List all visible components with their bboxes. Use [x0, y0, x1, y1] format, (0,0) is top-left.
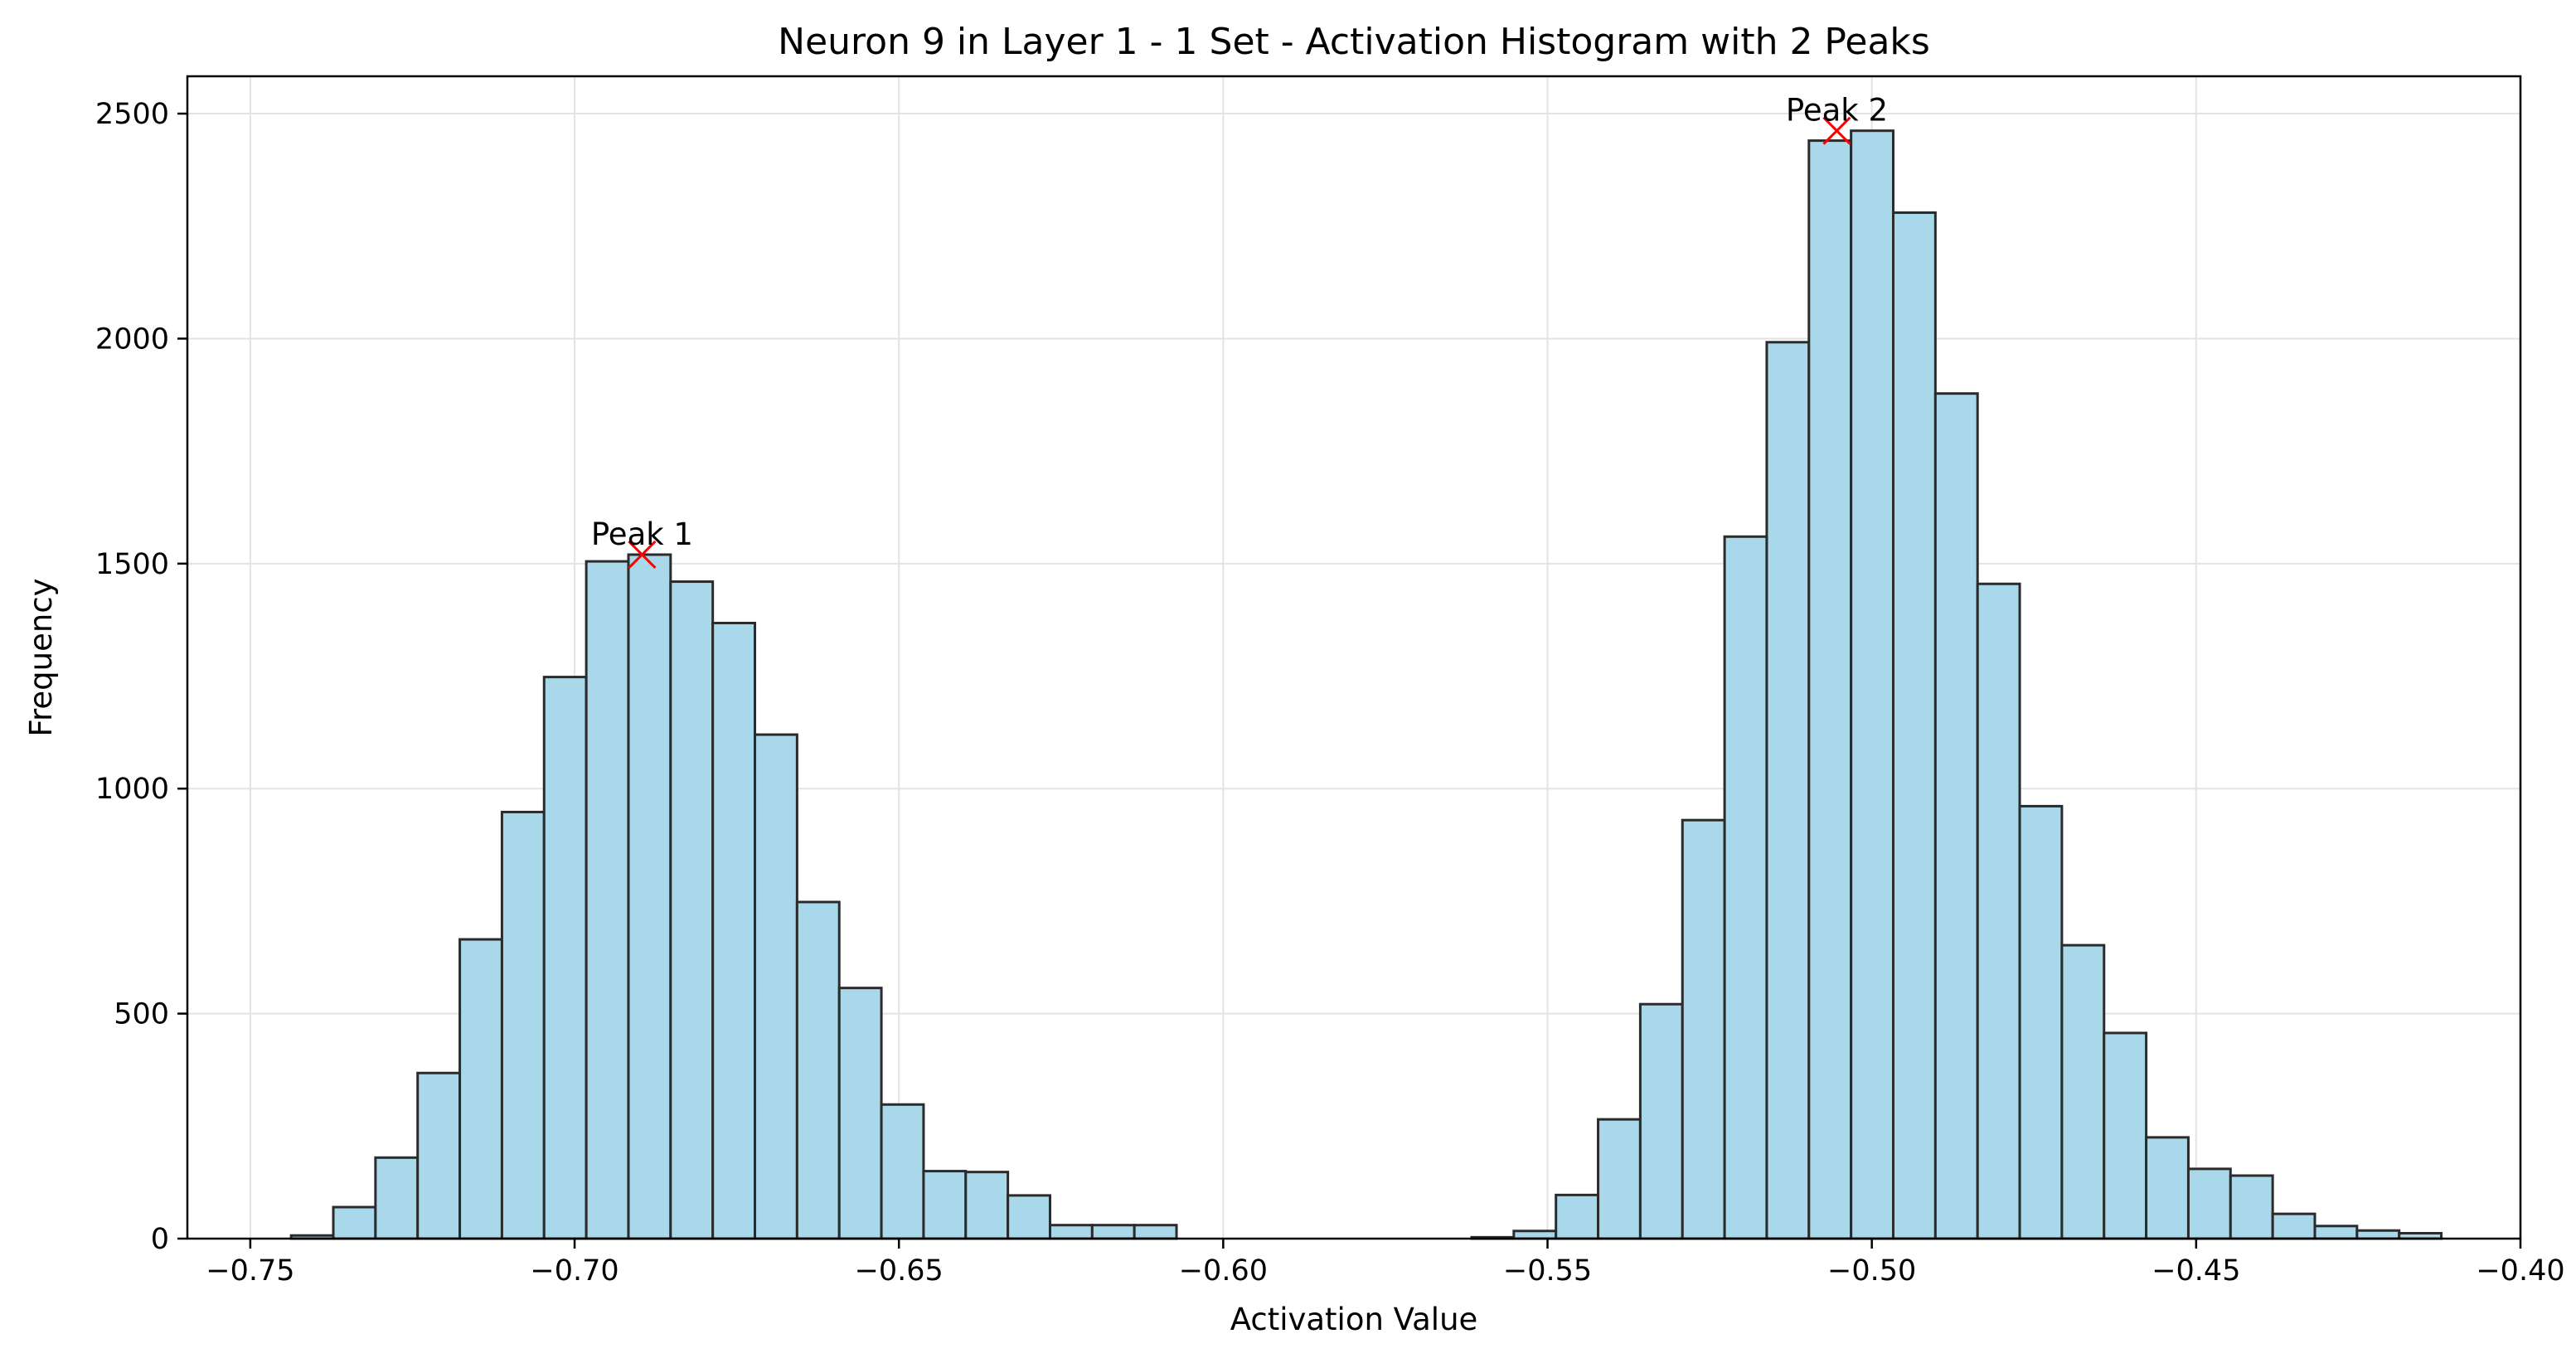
x-tick-label: −0.70	[530, 1254, 619, 1288]
histogram-bar	[1512, 1229, 1558, 1240]
x-tick-label: −0.65	[855, 1254, 944, 1288]
histogram-bar	[2103, 1031, 2148, 1240]
histogram-bar	[1681, 818, 1726, 1240]
histogram-bar	[2145, 1136, 2190, 1240]
histogram-bar	[1723, 535, 1768, 1240]
y-tick-label: 1500	[95, 548, 169, 581]
x-tick-label: −0.75	[206, 1254, 294, 1288]
histogram-bar	[2229, 1174, 2274, 1240]
histogram-bar	[1555, 1193, 1600, 1240]
x-tick-label: −0.40	[2476, 1254, 2564, 1288]
histogram-bar	[2355, 1229, 2401, 1240]
histogram-bar	[458, 938, 503, 1240]
x-tick-label: −0.55	[1503, 1254, 1592, 1288]
histogram-bar	[1765, 341, 1811, 1240]
peak-markers: Peak 1 Peak 2	[591, 93, 1888, 570]
histogram-bar	[1007, 1194, 1051, 1240]
histogram-bar	[880, 1103, 925, 1240]
histogram-bar	[1597, 1118, 1642, 1240]
histogram-bar	[711, 621, 757, 1240]
histogram-bar	[1133, 1224, 1178, 1240]
histogram-bar	[332, 1205, 377, 1240]
histogram-bar	[754, 733, 798, 1240]
histogram-bar	[1891, 211, 1937, 1240]
y-tick-label: 2000	[95, 323, 169, 356]
y-tick-label: 1000	[95, 773, 169, 806]
histogram-bar	[2018, 804, 2064, 1240]
chart-title: Neuron 9 in Layer 1 - 1 Set - Activation…	[778, 21, 1930, 63]
y-tick-label: 0	[151, 1223, 169, 1256]
histogram-bar	[669, 580, 715, 1240]
histogram-bar	[585, 560, 630, 1240]
histogram-bar	[500, 810, 546, 1240]
peak-x-stroke	[628, 540, 657, 570]
y-tick-label: 500	[114, 998, 169, 1031]
histogram-bar	[2186, 1167, 2232, 1240]
peak-x-stroke	[1822, 116, 1851, 145]
x-tick-label: −0.60	[1179, 1254, 1268, 1288]
plot-frame	[186, 75, 2522, 1240]
x-tick-label: −0.45	[2152, 1254, 2240, 1288]
histogram-bar	[416, 1071, 462, 1240]
y-tick-label: 2500	[95, 98, 169, 131]
histogram-bar	[964, 1171, 1010, 1240]
histogram-bar	[2060, 943, 2106, 1240]
peak-marker	[628, 540, 657, 570]
peak-marker	[1822, 116, 1851, 145]
histogram-bar	[2313, 1225, 2359, 1240]
peak-label: Peak 2	[1786, 93, 1888, 129]
histogram-bar	[1090, 1224, 1136, 1240]
bars	[289, 129, 2443, 1240]
histogram-bar	[795, 900, 841, 1240]
histogram-bar	[542, 676, 588, 1240]
histogram-bar	[1048, 1224, 1094, 1240]
histogram-bar	[1933, 392, 1979, 1240]
histogram-bar	[2271, 1212, 2316, 1240]
histogram-bar	[627, 553, 672, 1240]
histogram-bar	[1807, 139, 1853, 1240]
histogram-bar	[922, 1170, 968, 1240]
x-tick-label: −0.50	[1827, 1254, 1916, 1288]
histogram-bar	[1850, 129, 1894, 1240]
histogram-bar	[1976, 582, 2021, 1240]
ticks: −0.75 −0.70 −0.65 −0.60 −0.55 −0.50 −0.45 −0.40…	[95, 98, 2565, 1288]
histogram-bar	[1638, 1002, 1684, 1240]
histogram-bar	[837, 987, 883, 1240]
peak-label: Peak 1	[591, 517, 693, 552]
y-axis-title: Frequency	[23, 578, 59, 736]
x-axis-title: Activation Value	[1230, 1302, 1478, 1337]
histogram-bar	[374, 1156, 420, 1240]
